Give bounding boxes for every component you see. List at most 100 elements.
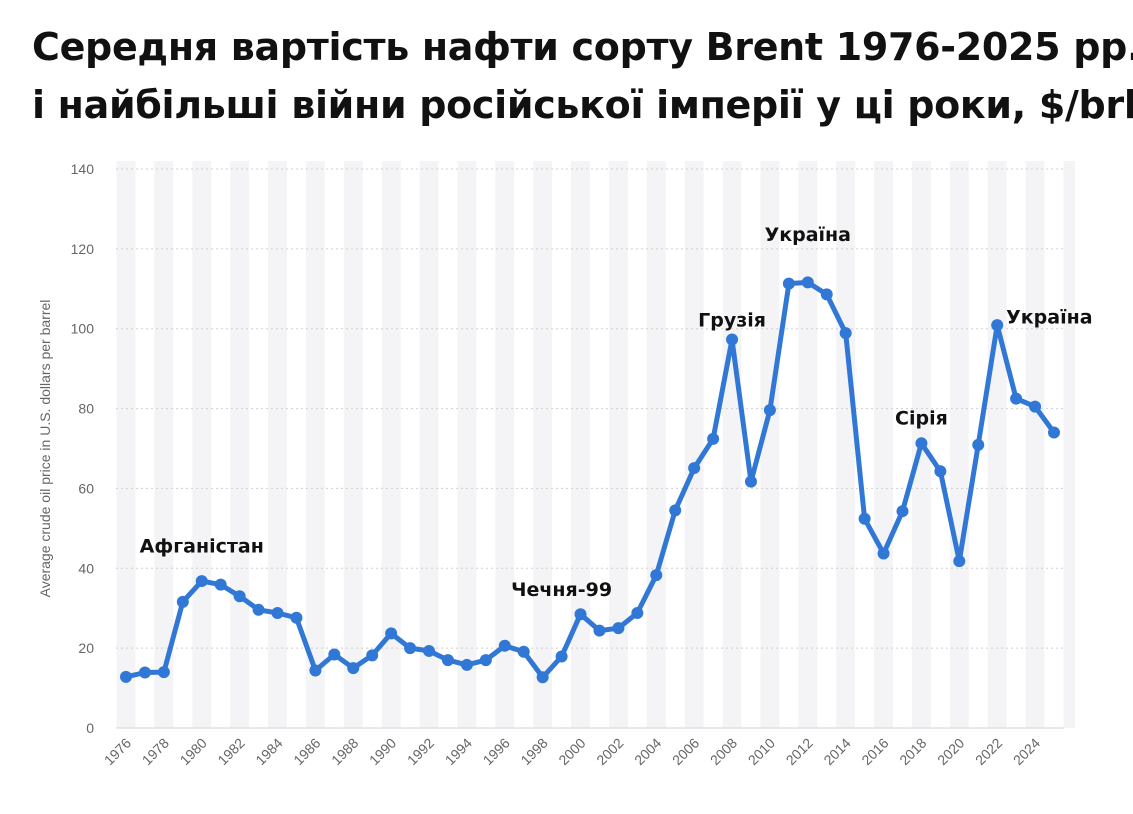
data-point (934, 465, 947, 478)
data-point (820, 288, 833, 301)
year-band (381, 161, 401, 728)
data-point (782, 277, 795, 290)
chart-title: Середня вартість нафти сорту Brent 1976-… (32, 18, 1133, 134)
data-point (423, 644, 436, 657)
year-band (684, 161, 704, 728)
data-point (612, 622, 625, 635)
y-tick-label: 20 (78, 640, 94, 656)
data-point (839, 327, 852, 340)
data-point (1048, 426, 1060, 439)
x-tick-label: 2024 (1010, 735, 1043, 768)
x-tick-label: 1976 (101, 735, 134, 768)
data-point (631, 607, 644, 620)
x-tick-label: 2012 (783, 735, 816, 768)
x-tick-label: 1986 (290, 735, 323, 768)
data-point (214, 578, 227, 591)
data-point (404, 642, 417, 655)
y-tick-label: 60 (78, 480, 94, 496)
year-band (987, 161, 1007, 728)
data-point (707, 432, 720, 445)
annotation-label: Сірія (895, 408, 948, 430)
data-point (120, 670, 132, 683)
x-tick-label: 2018 (896, 735, 929, 768)
year-band (836, 161, 856, 728)
year-band (571, 161, 590, 728)
data-point (271, 607, 284, 620)
data-point (555, 650, 568, 663)
x-tick-label: 1978 (139, 735, 172, 768)
data-point (536, 671, 549, 684)
data-point (650, 569, 663, 582)
year-band (1025, 161, 1045, 728)
x-tick-label: 2014 (820, 735, 853, 768)
data-point (233, 590, 246, 603)
y-tick-label: 80 (78, 401, 94, 417)
x-tick-label: 2016 (858, 735, 891, 768)
x-tick-label: 1992 (404, 735, 437, 768)
data-point (801, 276, 814, 289)
x-tick-label: 1994 (442, 735, 475, 768)
data-point (744, 475, 757, 488)
year-band (343, 161, 363, 728)
data-point (195, 575, 208, 588)
year-band (268, 161, 287, 728)
year-band (495, 161, 515, 728)
year-band (798, 161, 818, 728)
year-band (230, 161, 250, 728)
alternating-year-bands (116, 161, 1075, 728)
y-axis-title: Average crude oil price in U.S. dollars … (37, 300, 53, 598)
data-point (669, 504, 682, 517)
year-band (1063, 161, 1075, 728)
x-tick-label: 2004 (631, 735, 664, 768)
year-band (646, 161, 666, 728)
x-tick-label: 2022 (972, 735, 1005, 768)
year-band (457, 161, 477, 728)
year-band (154, 161, 174, 728)
data-point (290, 611, 303, 624)
data-point (953, 555, 966, 568)
x-tick-label: 1988 (328, 735, 361, 768)
data-point (877, 547, 890, 560)
data-point (896, 505, 909, 518)
data-point (763, 404, 776, 417)
annotation-label: Україна (1006, 307, 1092, 329)
data-point (441, 654, 454, 667)
x-tick-label: 2008 (707, 735, 740, 768)
data-point (176, 595, 189, 608)
data-point (991, 319, 1004, 332)
year-band (419, 161, 439, 728)
year-band (874, 161, 894, 728)
x-tick-label: 2020 (934, 735, 967, 768)
series-layer (120, 276, 1060, 684)
data-point (593, 624, 606, 637)
data-point (1010, 392, 1023, 405)
y-tick-label: 140 (71, 161, 95, 177)
year-band (760, 161, 780, 728)
data-point (366, 649, 379, 662)
data-point (347, 662, 360, 675)
data-point (138, 666, 151, 679)
x-tick-label: 2006 (669, 735, 702, 768)
data-point (517, 645, 530, 658)
data-point (915, 437, 928, 450)
year-band (722, 161, 742, 728)
x-tick-label: 2010 (745, 735, 778, 768)
y-tick-label: 100 (71, 321, 95, 337)
year-band (305, 161, 325, 728)
data-point (385, 627, 398, 640)
year-band (949, 161, 969, 728)
data-point (1029, 400, 1042, 413)
data-point (252, 603, 265, 616)
data-point (309, 664, 322, 677)
data-point (726, 333, 739, 346)
data-point (858, 512, 871, 525)
x-tick-labels: 1976 1978 1980 1982 1984 1986 1988 1990 1992 1994… (101, 735, 1044, 768)
y-tick-label: 40 (78, 560, 94, 576)
y-tick-label: 120 (71, 241, 95, 257)
data-point (688, 462, 701, 475)
y-tick-label: 0 (86, 720, 94, 736)
data-point (574, 608, 587, 621)
annotation-label: Афганістан (140, 535, 264, 557)
war-annotations: Афганістан Чечня-99 Грузія Україна Сірія Укра… (140, 224, 1093, 601)
